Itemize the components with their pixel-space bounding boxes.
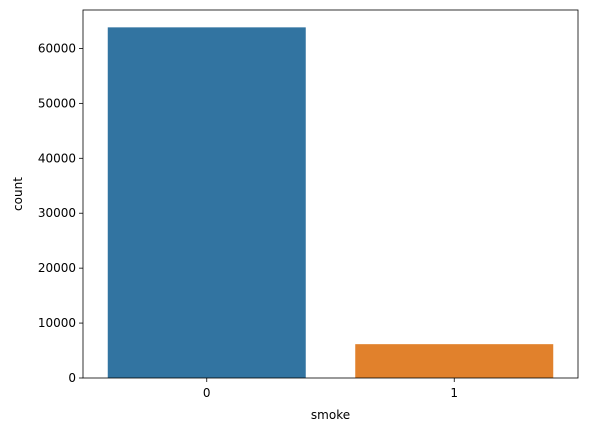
y-tick-label: 0 <box>68 371 76 385</box>
y-tick-label: 10000 <box>38 316 76 330</box>
bar-0 <box>107 27 306 379</box>
y-tick-label: 20000 <box>38 261 76 275</box>
bar-1 <box>355 344 554 378</box>
y-tick-label: 30000 <box>38 206 76 220</box>
x-tick-label: 0 <box>203 386 211 400</box>
y-axis-ticks: 0 10000 20000 30000 40000 50000 60000 <box>38 41 83 385</box>
y-tick-label: 40000 <box>38 151 76 165</box>
bars-layer <box>107 27 554 379</box>
y-tick-label: 50000 <box>38 96 76 110</box>
y-tick-label: 60000 <box>38 41 76 55</box>
y-axis-label: count <box>11 177 25 211</box>
plot-frame <box>82 9 579 379</box>
x-axis-label: smoke <box>311 408 350 422</box>
x-tick-label: 1 <box>450 386 458 400</box>
